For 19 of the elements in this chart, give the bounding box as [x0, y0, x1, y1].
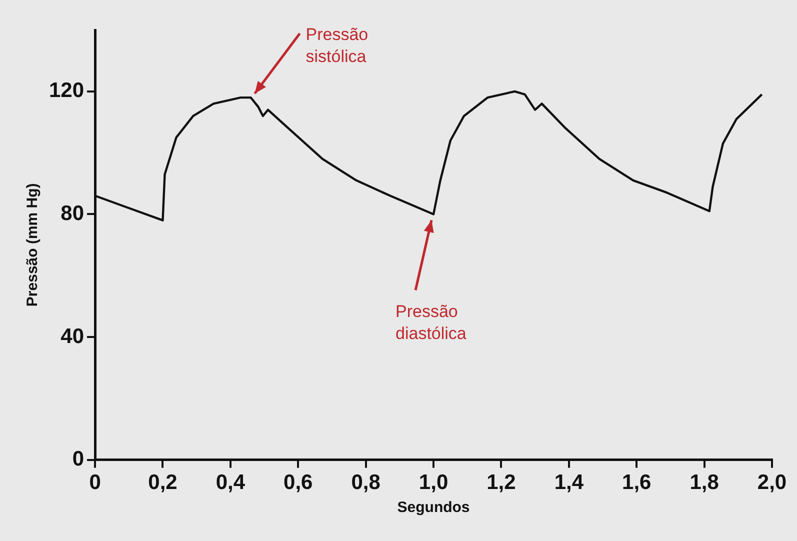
y-tick-label: 80: [60, 202, 84, 225]
y-axis-title: Pressão (mm Hg): [24, 183, 42, 307]
annotation: Pressão diastólica: [396, 302, 467, 343]
y-tick-label: 120: [48, 79, 84, 102]
x-tick-label: 0,6: [284, 471, 313, 494]
x-tick-label: 0,2: [148, 471, 178, 494]
x-tick-label: 2,0: [757, 471, 787, 494]
y-tick-label: 0: [72, 448, 84, 471]
x-tick-label: 0: [89, 471, 101, 494]
x-tick-label: 0,4: [216, 471, 246, 494]
x-tick-label: 0,8: [351, 471, 381, 494]
x-axis-title: Segundos: [397, 499, 470, 516]
x-tick-label: 1,6: [622, 471, 652, 494]
annotation: Pressão sistólica: [306, 25, 368, 66]
x-tick-label: 1,2: [486, 471, 516, 494]
y-tick-label: 40: [60, 324, 84, 348]
x-tick-label: 1,8: [690, 471, 720, 494]
x-tick-label: 1,4: [554, 471, 584, 494]
x-tick-label: 1,0: [418, 471, 448, 494]
